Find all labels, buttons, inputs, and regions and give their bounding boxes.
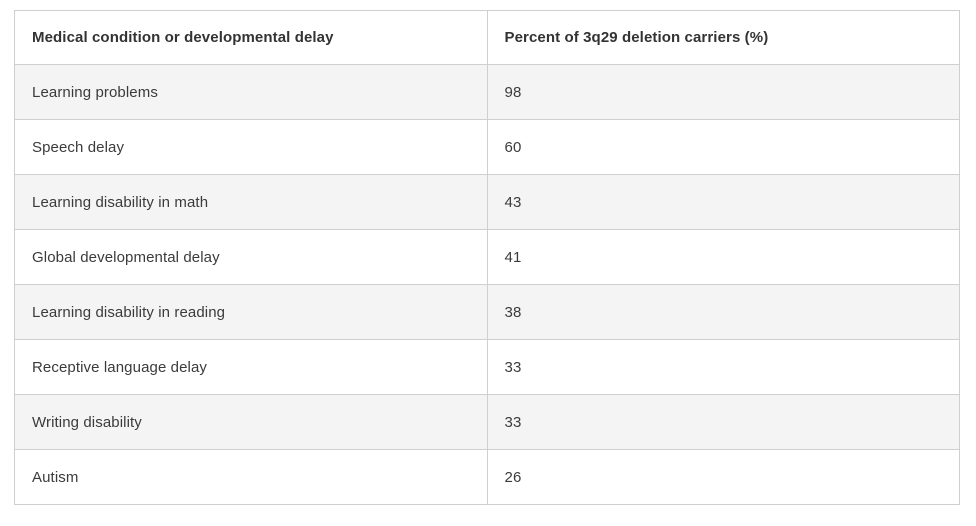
table-header-row: Medical condition or developmental delay…: [14, 10, 960, 65]
cell-condition: Learning disability in reading: [14, 284, 488, 340]
cell-condition: Learning disability in math: [14, 174, 488, 230]
column-header-condition: Medical condition or developmental delay: [14, 10, 488, 65]
table-row: Global developmental delay 41: [14, 229, 960, 285]
table-row: Learning problems 98: [14, 64, 960, 120]
cell-percent: 38: [486, 284, 960, 340]
table-row: Receptive language delay 33: [14, 339, 960, 395]
table-header: Medical condition or developmental delay…: [14, 10, 960, 65]
table-row: Writing disability 33: [14, 394, 960, 450]
table-row: Learning disability in reading 38: [14, 284, 960, 340]
cell-percent: 60: [486, 119, 960, 175]
cell-condition: Learning problems: [14, 64, 488, 120]
table-body: Learning problems 98 Speech delay 60 Lea…: [14, 64, 960, 505]
conditions-table-container: Medical condition or developmental delay…: [14, 10, 960, 505]
cell-percent: 33: [486, 394, 960, 450]
cell-condition: Speech delay: [14, 119, 488, 175]
cell-percent: 33: [486, 339, 960, 395]
cell-condition: Writing disability: [14, 394, 488, 450]
cell-condition: Autism: [14, 449, 488, 505]
conditions-table: Medical condition or developmental delay…: [14, 10, 960, 505]
cell-percent: 98: [486, 64, 960, 120]
table-row: Learning disability in math 43: [14, 174, 960, 230]
table-row: Speech delay 60: [14, 119, 960, 175]
table-row: Autism 26: [14, 449, 960, 505]
cell-percent: 43: [486, 174, 960, 230]
cell-percent: 26: [486, 449, 960, 505]
cell-percent: 41: [486, 229, 960, 285]
cell-condition: Receptive language delay: [14, 339, 488, 395]
column-header-percent: Percent of 3q29 deletion carriers (%): [486, 10, 960, 65]
cell-condition: Global developmental delay: [14, 229, 488, 285]
